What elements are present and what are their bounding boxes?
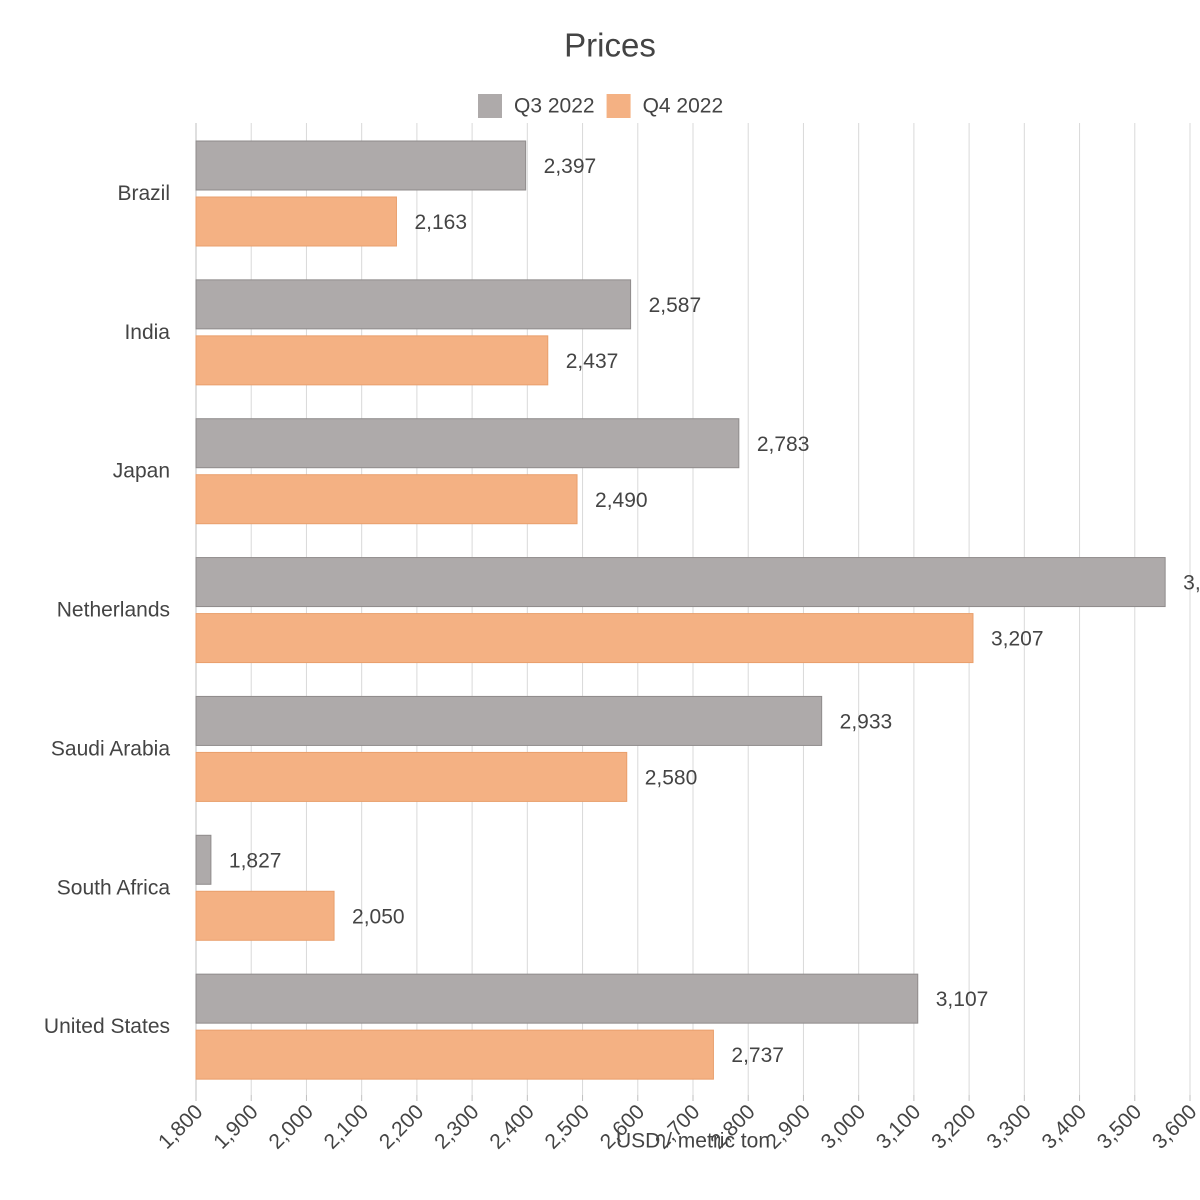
value-label: 2,397 — [544, 155, 597, 178]
x-tick-label: 2,500 — [541, 1100, 594, 1153]
y-tick-label: Brazil — [117, 182, 170, 205]
legend-label: Q4 2022 — [643, 95, 724, 118]
value-label: 2,737 — [731, 1044, 784, 1067]
value-label: 2,933 — [840, 710, 893, 733]
x-tick-label: 1,900 — [209, 1100, 262, 1153]
bar — [195, 557, 1166, 608]
chart-title: Prices — [564, 27, 656, 64]
x-tick-label: 3,600 — [1148, 1100, 1200, 1153]
legend-label: Q3 2022 — [514, 95, 595, 118]
x-tick-label: 2,300 — [430, 1100, 483, 1153]
bar — [195, 418, 740, 469]
y-tick-label: Japan — [113, 460, 170, 483]
bar — [195, 1029, 714, 1080]
value-label: 3,207 — [991, 628, 1044, 651]
bar — [195, 834, 212, 885]
value-label: 3,555 — [1183, 572, 1200, 595]
value-label: 2,050 — [352, 905, 405, 928]
x-axis-title: USD / metric ton — [616, 1130, 770, 1153]
value-label: 2,490 — [595, 489, 648, 512]
x-tick-label: 3,300 — [982, 1100, 1035, 1153]
y-tick-label: South Africa — [57, 876, 171, 899]
value-label: 2,163 — [414, 211, 467, 234]
bar — [195, 751, 628, 802]
x-tick-label: 3,500 — [1093, 1100, 1146, 1153]
value-label: 2,783 — [757, 433, 810, 456]
x-tick-label: 1,800 — [154, 1100, 207, 1153]
legend-swatch — [606, 94, 631, 118]
y-tick-label: India — [124, 321, 170, 344]
x-tick-label: 3,200 — [927, 1100, 980, 1153]
bar — [195, 695, 823, 746]
bar — [195, 613, 974, 664]
x-tick-label: 2,900 — [761, 1100, 814, 1153]
y-tick-label: Netherlands — [57, 599, 170, 622]
bar — [195, 890, 335, 941]
value-label: 1,827 — [229, 849, 282, 872]
x-tick-label: 2,100 — [320, 1100, 373, 1153]
x-tick-label: 2,400 — [485, 1100, 538, 1153]
x-tick-label: 3,000 — [817, 1100, 870, 1153]
value-label: 2,580 — [645, 766, 698, 789]
bar — [195, 140, 527, 191]
value-label: 2,587 — [649, 294, 702, 317]
legend-swatch — [478, 94, 502, 118]
x-tick-label: 2,000 — [264, 1100, 317, 1153]
y-tick-label: United States — [44, 1015, 170, 1038]
bar — [195, 196, 397, 247]
y-tick-label: Saudi Arabia — [51, 737, 170, 760]
bar — [195, 335, 549, 386]
value-label: 2,437 — [566, 350, 619, 373]
bar — [195, 279, 632, 330]
x-tick-label: 3,400 — [1038, 1100, 1091, 1153]
bar — [195, 973, 919, 1024]
x-tick-label: 3,100 — [872, 1100, 925, 1153]
bar — [195, 474, 578, 525]
value-label: 3,107 — [936, 988, 989, 1011]
x-tick-label: 2,200 — [375, 1100, 428, 1153]
